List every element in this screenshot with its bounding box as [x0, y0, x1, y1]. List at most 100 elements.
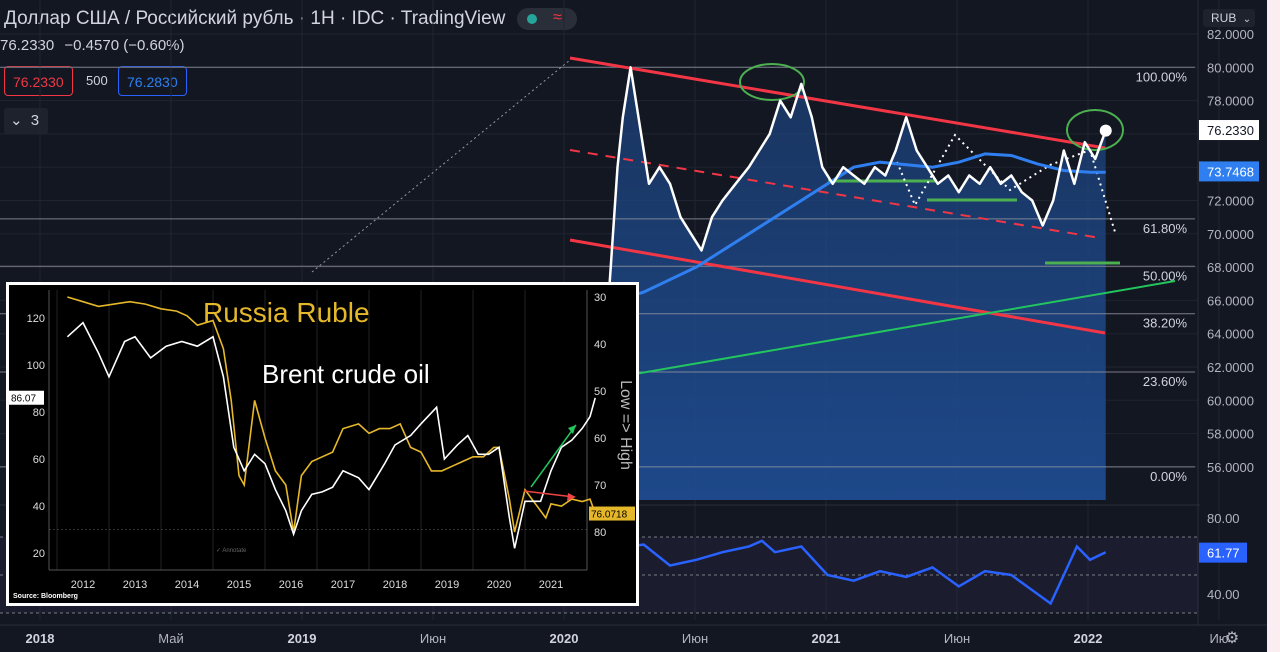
- inset-x-tick: 2021: [539, 579, 563, 591]
- inset-x-tick: 2020: [487, 579, 511, 591]
- price-change: 76.2330 −0.4570 (−0.60%): [0, 37, 185, 54]
- x-tick-label: Май: [158, 631, 183, 646]
- red-arrow: [523, 490, 575, 498]
- x-axis-band: [0, 625, 1267, 652]
- green-arrow-head: [568, 425, 576, 434]
- currency-label: RUB: [1211, 11, 1237, 25]
- y-tick-label: 66.0000: [1207, 293, 1254, 308]
- y-tick-label: 60.0000: [1207, 393, 1254, 408]
- chevron-down-icon: ⌄: [10, 112, 23, 129]
- inset-left-tick: 100: [27, 360, 45, 372]
- inset-left-tick: 20: [33, 548, 45, 560]
- last-point: [1099, 124, 1112, 137]
- inset-left-tag: [9, 390, 44, 405]
- fib-anchor-line: [311, 59, 571, 273]
- y-tick-label: 68.0000: [1207, 260, 1254, 275]
- fib-label: 0.00%: [1150, 469, 1187, 484]
- green-arrow: [530, 424, 577, 488]
- price-fill: [591, 67, 1106, 501]
- inset-source: Source: Bloomberg: [13, 593, 78, 600]
- inset-right-tick: 30: [594, 292, 606, 304]
- inset-x-tick: 2016: [279, 579, 303, 591]
- y-tick-label: 64.0000: [1207, 327, 1254, 342]
- inset-right-tick: 60: [594, 433, 606, 445]
- x-tick-label: 2018: [26, 631, 55, 646]
- x-axis: 2018 Май 2019 Июн 2020 Июн 2021 Июн 2022 Ию⚙: [0, 624, 1267, 652]
- inset-x-tick: 2017: [331, 579, 355, 591]
- inset-x-tick: 2014: [175, 579, 199, 591]
- brent-line: [66, 321, 596, 549]
- channel-top-line: [569, 56, 1106, 150]
- rsi-value-label: 61.77: [1207, 546, 1240, 561]
- inset-right-last: 76.0718: [591, 510, 628, 521]
- indicator-toggle[interactable]: ≈: [517, 8, 577, 30]
- peak-ellipse: [739, 63, 805, 101]
- ma-price-tag: [1199, 161, 1259, 182]
- inset-x-tick: 2018: [383, 579, 407, 591]
- x-tick-label: 2022: [1074, 631, 1103, 646]
- peak-ellipse: [1066, 109, 1124, 151]
- rsi-value-tag: [1199, 542, 1247, 563]
- indicator-count: 3: [30, 112, 40, 129]
- inset-x-tick: 2015: [227, 579, 251, 591]
- price-area: [591, 67, 1106, 501]
- projection-line: [896, 133, 1116, 233]
- y-tick-label: 56.0000: [1207, 460, 1254, 475]
- inset-x-tick: 2013: [123, 579, 147, 591]
- x-tick-label: 2020: [550, 631, 579, 646]
- chevron-down-icon: ⌄: [1242, 14, 1252, 25]
- inset-left-tick: 40: [33, 501, 45, 513]
- fib-label: 38.20%: [1143, 316, 1188, 331]
- y-tick-label: 58.0000: [1207, 427, 1254, 442]
- last-price: 76.2330: [0, 37, 55, 54]
- y-tick-label: 82.0000: [1207, 27, 1254, 42]
- ma-price-label: 73.7468: [1207, 164, 1254, 179]
- trend-line: [599, 280, 1176, 381]
- inset-left-tick: 80: [33, 407, 45, 419]
- inset-title: Russia Ruble: [203, 297, 370, 328]
- spread-value: 500: [86, 73, 108, 88]
- fib-label: 23.60%: [1143, 374, 1188, 389]
- last-price-tag: [1199, 120, 1259, 141]
- collapse-indicators[interactable]: ⌄ 3: [4, 108, 48, 134]
- drawings: [311, 56, 1176, 381]
- inset-subtitle: Brent crude oil: [262, 359, 430, 389]
- y-tick-label: 78.0000: [1207, 94, 1254, 109]
- inset-x-tick: 2019: [435, 579, 459, 591]
- inset-x-tick: 2012: [71, 579, 95, 591]
- price-series: [590, 66, 1112, 311]
- inset-right-tick: 70: [594, 480, 606, 492]
- x-tick-label: Июн: [944, 631, 970, 646]
- y-tick-label: 62.0000: [1207, 360, 1254, 375]
- inset-right-axis-label: Low => High: [617, 380, 634, 470]
- inset-chart-svg: 120 100 80 60 40 20 30 40 50 60 70 80 2012 2013 2014 20…: [9, 290, 635, 600]
- fib-label: 61.80%: [1143, 221, 1188, 236]
- x-tick-label: 2019: [288, 631, 317, 646]
- inset-left-tick: 120: [27, 313, 45, 325]
- x-tick-label: Июн: [682, 631, 708, 646]
- page-edge: [1267, 0, 1280, 652]
- wave-icon: ≈: [553, 9, 562, 26]
- currency-selector[interactable]: RUB ⌄: [1203, 9, 1255, 27]
- ruble-line: [67, 296, 596, 533]
- moving-average-line: [590, 152, 1106, 311]
- inset-chart: 120 100 80 60 40 20 30 40 50 60 70 80 2012 2013 2014 20…: [6, 282, 639, 606]
- inset-right-tag: [589, 506, 635, 521]
- inset-left-tick: 60: [33, 454, 45, 466]
- x-tick-label: 2021: [812, 631, 841, 646]
- y-axis: 82.000080.000078.000076.000074.000072.00…: [1199, 27, 1259, 475]
- buy-price[interactable]: 76.2830: [118, 66, 187, 96]
- inset-right-tick: 50: [594, 386, 606, 398]
- sell-price[interactable]: 76.2330: [4, 66, 73, 96]
- last-price-label: 76.2330: [1207, 123, 1254, 138]
- fib-label: 50.00%: [1143, 268, 1188, 283]
- price-line: [590, 66, 1107, 302]
- red-arrow-head: [567, 493, 576, 501]
- inset-right-tick: 40: [594, 339, 606, 351]
- y-tick-label: 80.0000: [1207, 60, 1254, 75]
- inset-right-tick: 80: [594, 527, 606, 539]
- x-tick-label: Июн: [420, 631, 446, 646]
- rsi-line: [612, 539, 1107, 606]
- dot-icon: [527, 14, 537, 24]
- x-tick-label: Ию: [1209, 631, 1228, 646]
